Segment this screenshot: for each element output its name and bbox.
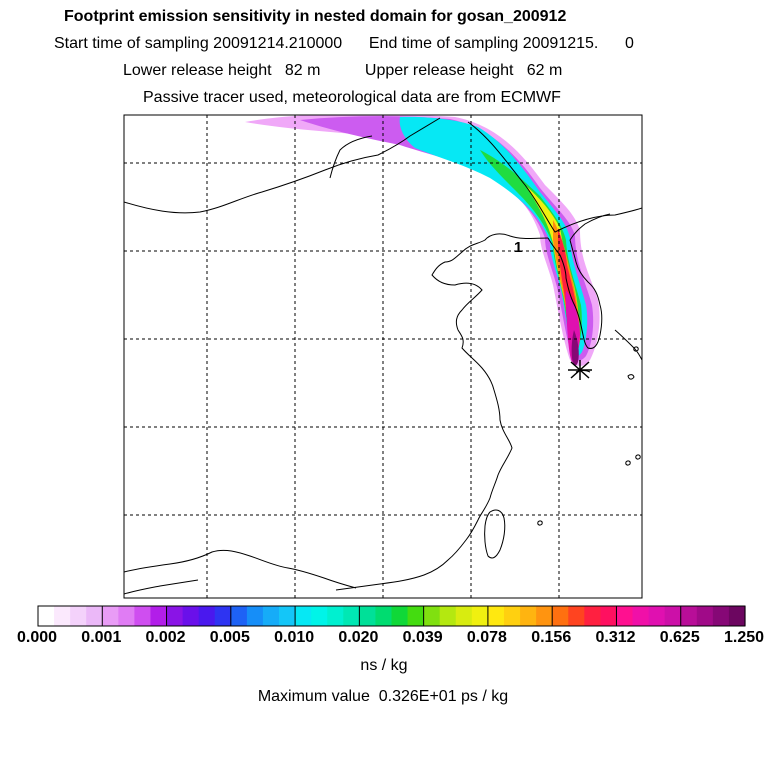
colorbar-segment [166,606,184,626]
trajectory-label: 1 [514,239,522,256]
colorbar-segment [632,606,650,626]
colorbar-segment [712,606,730,626]
colorbar-segment [279,606,296,626]
colorbar-segment [182,606,200,626]
colorbar-tick-label: 0.000 [17,629,58,646]
colorbar-segment [134,606,152,626]
colorbar-segment [616,606,634,626]
colorbar-tick-label: 0.039 [402,629,443,646]
colorbar-segment [54,606,71,626]
asterisk-marker [568,360,592,380]
colorbar-tick-label: 0.156 [531,629,572,646]
footprint-plume [245,115,600,366]
colorbar-tick-label: 0.002 [145,629,186,646]
colorbar-segment [584,606,601,626]
colorbar-segment [198,606,216,626]
colorbar-segment [503,606,521,626]
colorbar-segment [600,606,618,626]
island-4 [537,520,543,526]
colorbar-tick-label: 0.078 [466,629,507,646]
coast-korea-north [569,213,611,241]
colorbar-segment [471,606,489,626]
colorbar-segment [38,606,55,626]
map-frame [123,114,643,599]
colorbar [37,605,746,627]
colorbar-segment [536,606,553,626]
colorbar-segment [664,606,682,626]
border-south [124,579,199,595]
border-mongolia [124,117,441,214]
colorbar-tick-label: 0.020 [338,629,379,646]
colorbar-segment [246,606,264,626]
island-3 [635,454,641,460]
colorbar-segment [150,606,168,626]
coast-korea [547,237,603,349]
tracer-info-line: Passive tracer used, meteorological data… [143,89,561,106]
lat-lon-grid [124,115,642,598]
colorbar-segment [311,606,328,626]
border-manchuria [467,121,642,233]
colorbar-frame [37,605,746,627]
plume-dark-core [571,330,579,366]
colorbar-segment [295,606,312,626]
colorbar-segment [568,606,585,626]
plot-title: Footprint emission sensitivity in nested… [64,8,567,25]
coast-taiwan [484,509,506,559]
colorbar-segment [118,606,136,626]
colorbar-tick-label: 0.312 [595,629,636,646]
colorbar-tick-label: 1.250 [724,629,765,646]
colorbar-segment [391,606,409,626]
coast-japan-1 [614,329,642,361]
colorbar-segment [439,606,457,626]
island-1 [627,374,635,380]
colorbar-segment [728,606,746,626]
colorbar-tick-label: 0.625 [659,629,700,646]
colorbar-segment [423,606,441,626]
colorbar-segment [262,606,280,626]
sampling-time-line: Start time of sampling 20091214.210000 E… [54,35,634,52]
colorbar-segment [327,606,344,626]
colorbar-tick-label: 0.001 [81,629,122,646]
colorbar-segment [230,606,248,626]
release-height-line: Lower release height 82 m Upper release … [123,62,563,79]
border-southwest [124,549,357,589]
colorbar-segment [375,606,393,626]
colorbar-tick-label: 0.010 [274,629,315,646]
colorbar-segment [455,606,473,626]
colorbar-segment [520,606,537,626]
colorbar-unit-label: ns / kg [360,657,408,674]
colorbar-segment [214,606,232,626]
colorbar-segment [359,606,377,626]
colorbar-segment [407,606,425,626]
coast-bohai [335,233,549,591]
colorbar-segment [552,606,569,626]
maximum-value-label: Maximum value 0.326E+01 ps / kg [257,688,509,705]
colorbar-segment [648,606,666,626]
colorbar-tick-label: 0.005 [209,629,250,646]
island-5 [625,460,631,466]
border-north-1 [329,135,373,179]
colorbar-segment [86,606,103,626]
colorbar-segment [102,606,119,626]
island-2 [633,346,639,352]
colorbar-segment [343,606,360,626]
coastlines-and-borders [124,117,642,595]
colorbar-segment [680,606,698,626]
colorbar-segment [70,606,87,626]
colorbar-segment [487,606,505,626]
colorbar-segment [696,606,714,626]
